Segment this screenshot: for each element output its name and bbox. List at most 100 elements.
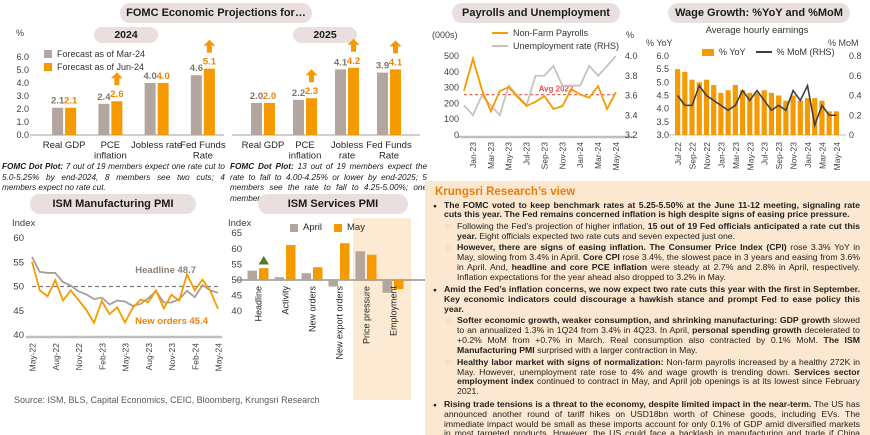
svg-text:Feb-24: Feb-24 (190, 343, 200, 370)
view-bullet: ● Amid the Fed’s inflation concerns, we n… (433, 284, 860, 315)
svg-text:5.1: 5.1 (203, 57, 217, 68)
svg-text:2.1: 2.1 (64, 96, 78, 107)
svg-text:2.1: 2.1 (51, 96, 65, 107)
yoy-bar (776, 95, 782, 135)
svg-text:6.0: 6.0 (656, 51, 669, 61)
ism-svc-chart-title: ISM Services PMI (258, 194, 408, 214)
svg-text:2.3: 2.3 (305, 86, 318, 97)
svg-text:2.0: 2.0 (263, 91, 276, 102)
svg-text:200: 200 (444, 98, 459, 108)
may-swatch-icon (334, 223, 343, 232)
legend-label: Forecast as of Mar-24 (57, 49, 146, 59)
highlight-shade (353, 218, 411, 400)
svg-text:4.0: 4.0 (157, 71, 170, 82)
ism-manufacturing-chart: 40 45 50 55 60 Headline 48.7 New orders 45.4 Ma… (13, 233, 224, 372)
bar (377, 72, 388, 135)
svg-text:2.4: 2.4 (97, 92, 111, 103)
svg-text:Jul-23: Jul-23 (522, 142, 532, 165)
wage-legend: % YoY % MoM (RHS) (702, 47, 835, 60)
legend-label: % MoM (RHS) (776, 47, 835, 57)
svg-text:0.6: 0.6 (849, 71, 862, 81)
bar (98, 103, 110, 135)
svg-text:Jan-23: Jan-23 (468, 142, 478, 168)
svg-text:PCE: PCE (295, 140, 315, 151)
svg-text:May-23: May-23 (504, 142, 514, 171)
april-swatch-icon (290, 223, 298, 232)
bar (157, 83, 169, 135)
svg-text:Mar-23: Mar-23 (486, 142, 496, 169)
svg-text:May-24: May-24 (214, 343, 224, 372)
legend-item-may: May (334, 222, 365, 233)
view-bullet: ● The FOMC voted to keep benchmark rates … (433, 200, 860, 221)
bar (264, 103, 275, 135)
svg-text:Nov-23: Nov-23 (557, 142, 567, 170)
svg-text:1.0: 1.0 (16, 117, 29, 127)
yoy-bar (754, 92, 760, 135)
svg-text:Sep-22: Sep-22 (688, 142, 698, 170)
svg-text:Real GDP: Real GDP (242, 140, 285, 151)
yoy-bar (696, 82, 702, 135)
yoy-bar (682, 71, 688, 135)
svg-text:55: 55 (231, 259, 242, 270)
research-view-bullets: ● The FOMC voted to keep benchmark rates … (433, 200, 860, 435)
bar (355, 251, 365, 280)
bullet-marker-icon: □ (446, 223, 451, 231)
bullet-text: Amid the Fed’s inflation concerns, we no… (444, 284, 860, 315)
svg-text:inflation: inflation (94, 151, 127, 162)
svg-text:Jan-23: Jan-23 (716, 142, 726, 168)
yoy-bar (826, 111, 832, 135)
increase-arrow-icon (110, 72, 123, 86)
payrolls-chart-title: Payrolls and Unemployment (452, 3, 620, 23)
svg-text:Aug-23: Aug-23 (144, 343, 154, 371)
svg-text:3.5: 3.5 (656, 117, 669, 127)
yoy-bar (783, 100, 789, 135)
svg-text:3.2: 3.2 (625, 130, 638, 140)
legend-item-jun24: Forecast as of Jun-24 (44, 62, 145, 72)
legend-label: May (347, 222, 365, 233)
yoy-bar (790, 95, 796, 135)
svg-text:4.2: 4.2 (347, 56, 360, 67)
mom-line-swatch-icon (755, 50, 772, 54)
svg-text:2.6: 2.6 (110, 89, 123, 100)
bar (367, 254, 377, 280)
svg-text:100: 100 (444, 114, 459, 124)
svg-text:Activity: Activity (281, 286, 291, 315)
svg-text:Mar-24: Mar-24 (817, 142, 827, 169)
yoy-bar (768, 92, 775, 135)
wage-right-axis-label: % MoM (828, 38, 859, 48)
yoy-bar (797, 100, 803, 135)
bar (340, 243, 350, 280)
bar (313, 267, 323, 280)
svg-text:New orders: New orders (308, 286, 318, 333)
svg-text:2.2: 2.2 (292, 88, 305, 99)
ism-mfg-chart-title: ISM Manufacturing PMI (30, 194, 196, 214)
bullet-text: Rising trade tensions is a threat to the… (444, 398, 860, 435)
bar (203, 68, 215, 135)
up-triangle-icon (258, 256, 269, 265)
legend-item-april: April (290, 222, 322, 233)
bar (286, 245, 296, 280)
legend-label: Non-Farm Payrolls (513, 28, 589, 38)
svg-text:6.0: 6.0 (16, 52, 29, 62)
svg-text:Headline 48.7: Headline 48.7 (135, 265, 196, 276)
bar (65, 107, 77, 135)
yoy-bar (739, 90, 746, 135)
bar (274, 277, 284, 280)
fomc-2024-footnote: FOMC Dot Plot: 7 out of 19 members expec… (2, 162, 225, 192)
payrolls-line (463, 55, 617, 114)
ism-mfg-axis-label: Index (12, 218, 36, 229)
yoy-bar (732, 84, 738, 135)
yoy-bar (833, 111, 839, 135)
yoy-bar (761, 90, 767, 135)
bar (301, 273, 311, 280)
research-view-title: Krungsri Research’s view (435, 186, 576, 198)
svg-text:Aug-22: Aug-22 (51, 343, 61, 371)
svg-text:2.0: 2.0 (16, 104, 29, 114)
svg-text:0.0: 0.0 (16, 130, 29, 140)
bar (394, 280, 404, 290)
increase-arrow-icon (389, 40, 402, 54)
legend-label: Unemployment rate (RHS) (513, 41, 620, 51)
svg-text:%: % (16, 28, 24, 38)
svg-text:Mar-23: Mar-23 (731, 142, 741, 169)
